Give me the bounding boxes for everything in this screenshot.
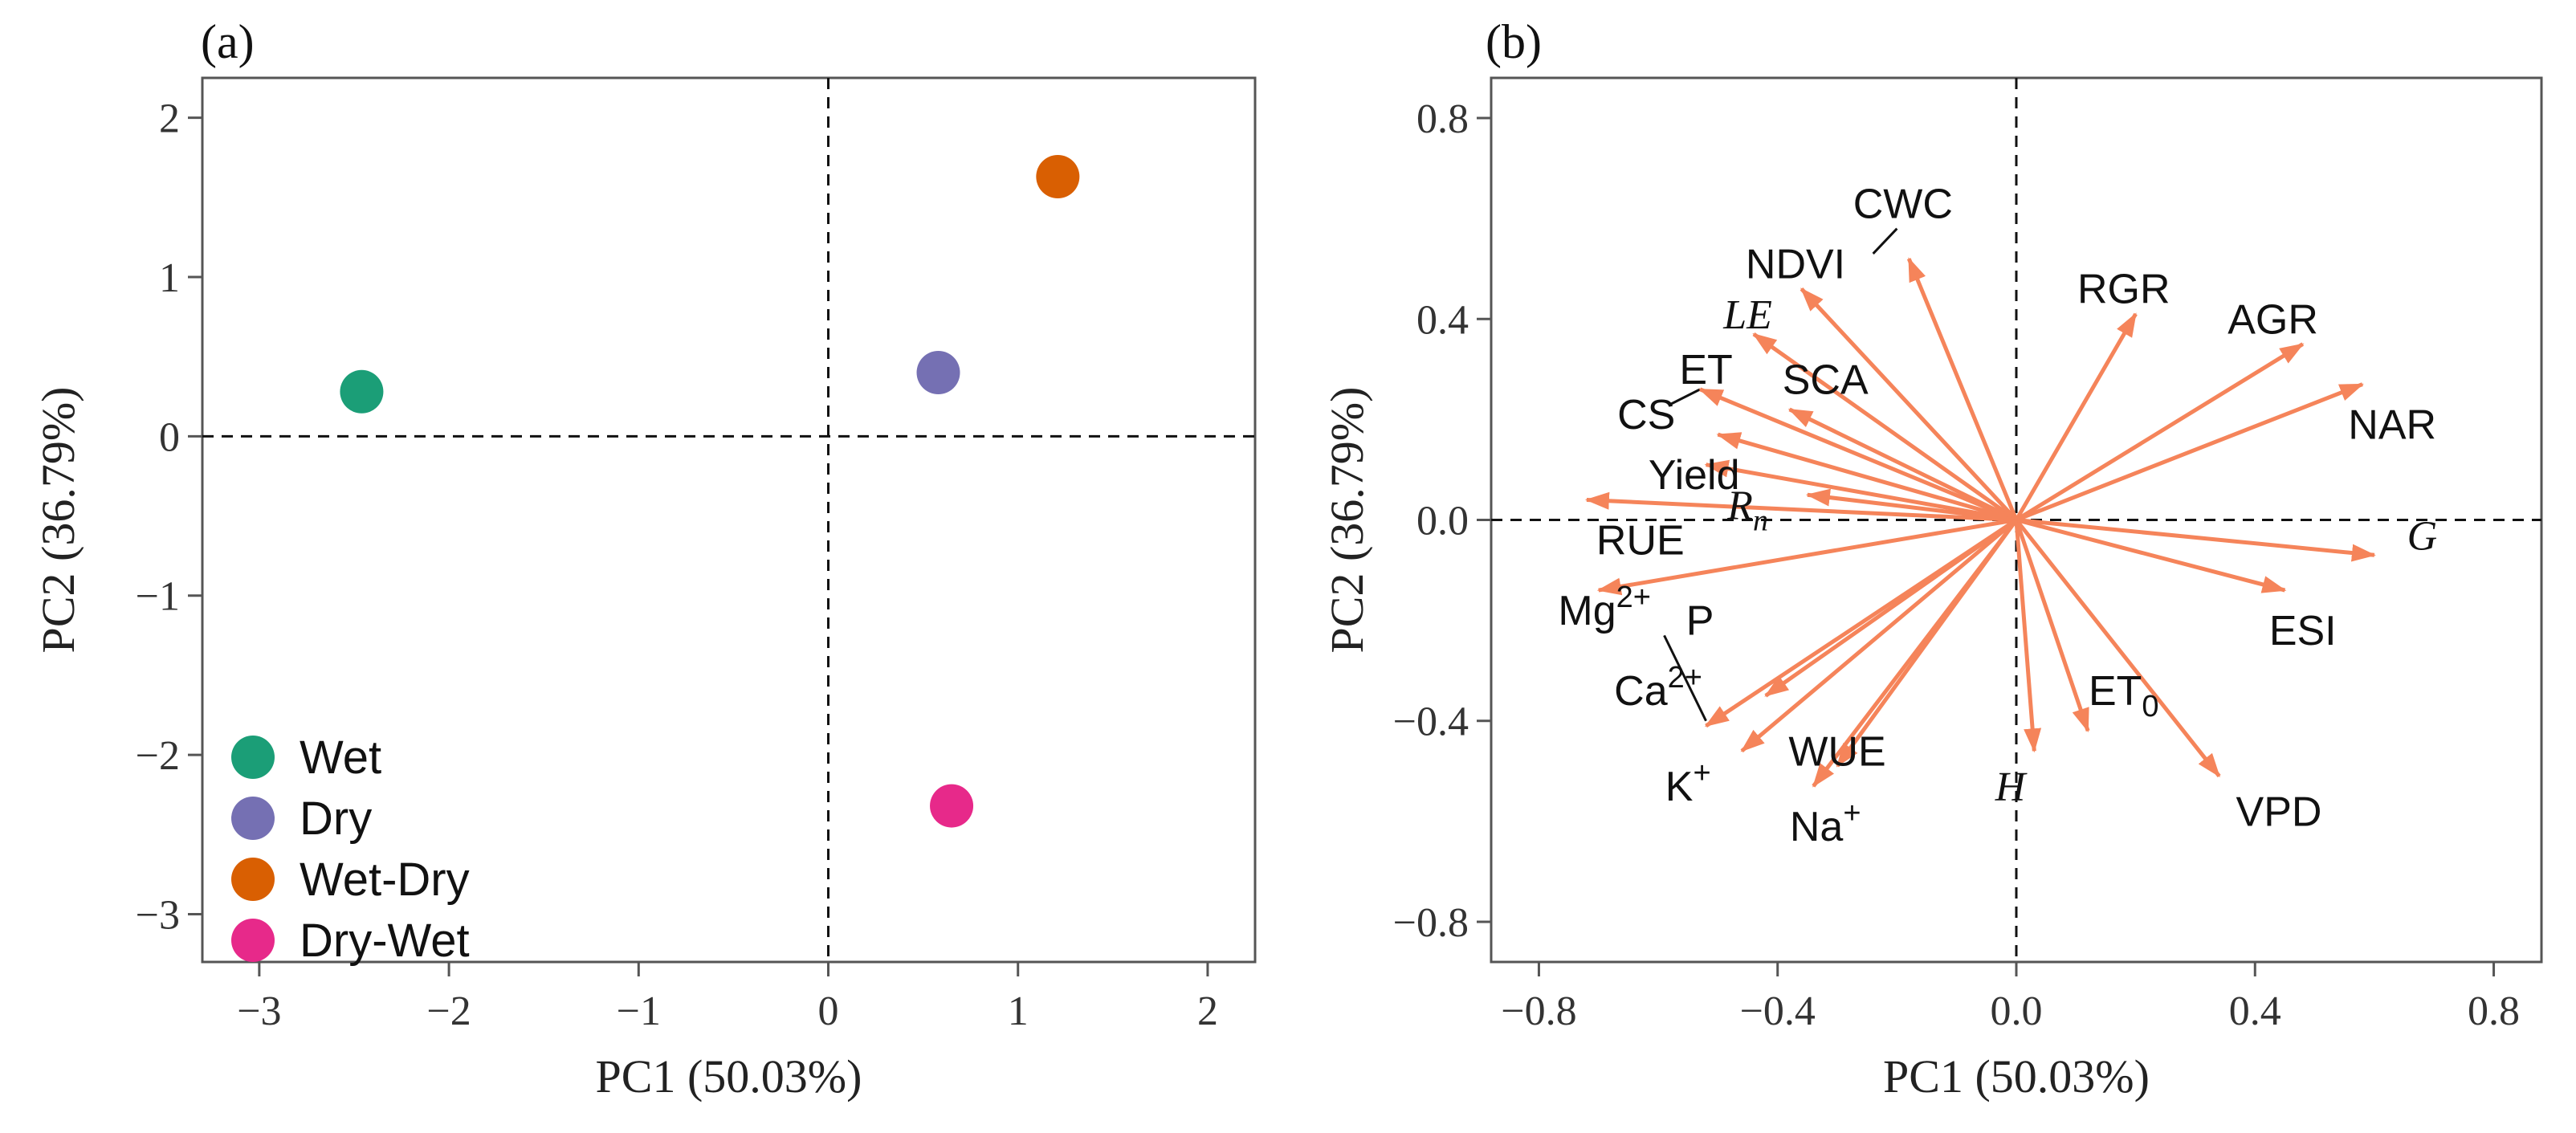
point-dry xyxy=(916,351,960,394)
arrow-et0 xyxy=(2014,519,2090,733)
panel-a-scores-plot: (a) −3 −2 −1 0 1 2 −3 −2 −1 0 1 2 Wet Dry Wet-Dry Dry-… xyxy=(32,15,1257,1102)
label-le: LE xyxy=(1722,292,1772,338)
y-tick-label: 0.8 xyxy=(1416,96,1469,142)
x-tick-label: 2 xyxy=(1197,988,1218,1034)
legend-swatch-wet xyxy=(231,736,275,779)
label-cs: CS xyxy=(1617,392,1675,438)
arrow-mg2 xyxy=(1596,518,2017,596)
arrow-esi xyxy=(2016,518,2287,593)
panel-b-arrows xyxy=(1584,257,2376,788)
y-tick-label: 2 xyxy=(159,96,180,142)
x-tick-label: −0.4 xyxy=(1740,988,1816,1034)
label-agr: AGR xyxy=(2228,296,2318,343)
x-tick-label: 0.8 xyxy=(2468,988,2520,1034)
leader-line-cwc xyxy=(1872,227,1898,255)
legend-label-dry-wet: Dry-Wet xyxy=(300,915,470,967)
arrow-rue xyxy=(1584,491,2017,522)
arrow-rn xyxy=(1805,488,2017,522)
panel-b-label: (b) xyxy=(1486,15,1542,68)
label-na: Na+ xyxy=(1790,797,1861,850)
leader-line-cs xyxy=(1669,388,1701,406)
arrow-nar xyxy=(2016,382,2364,522)
arrow-rgr xyxy=(2014,312,2138,521)
x-tick-label: −2 xyxy=(426,988,471,1034)
legend-label-dry: Dry xyxy=(300,793,372,845)
legend-swatch-dry-wet xyxy=(231,919,275,962)
label-g: G xyxy=(2407,513,2438,559)
label-rn: Rn xyxy=(1726,483,1768,538)
x-tick-label: −0.8 xyxy=(1501,988,1576,1034)
point-wet-dry xyxy=(1036,154,1080,198)
legend-swatch-wet-dry xyxy=(231,858,275,901)
x-tick-label: 0 xyxy=(818,988,839,1034)
panel-a-frame xyxy=(201,76,1257,964)
point-wet xyxy=(340,369,384,414)
arrow-agr xyxy=(2015,342,2305,522)
panel-a-legend: Wet Dry Wet-Dry Dry-Wet xyxy=(231,732,470,967)
y-tick-label: 0.4 xyxy=(1416,297,1469,343)
panel-a-points xyxy=(340,154,1080,828)
y-tick-label: 0.0 xyxy=(1416,499,1469,544)
y-tick-label: 0 xyxy=(159,414,180,460)
panel-a-ticks: −3 −2 −1 0 1 2 −3 −2 −1 0 1 2 xyxy=(136,96,1218,1034)
y-tick-label: −1 xyxy=(136,574,180,620)
label-wue: WUE xyxy=(1788,728,1885,775)
label-ndvi: NDVI xyxy=(1746,241,1845,287)
arrow-ndvi xyxy=(1800,287,2018,522)
label-et: ET xyxy=(1679,347,1732,393)
panel-b-y-axis-title: PC2 (36.79%) xyxy=(1321,387,1373,654)
y-tick-label: −0.4 xyxy=(1393,699,1469,745)
point-dry-wet xyxy=(930,784,974,828)
label-esi: ESI xyxy=(2269,608,2337,654)
label-h: H xyxy=(1995,764,2028,810)
arrow-na xyxy=(1812,518,2018,788)
leader-line-ca2 xyxy=(1663,634,1707,722)
label-nar: NAR xyxy=(2348,402,2436,449)
label-vpd: VPD xyxy=(2236,789,2322,835)
arrow-cwc xyxy=(1906,257,2019,521)
label-cwc: CWC xyxy=(1853,181,1953,227)
x-tick-label: −3 xyxy=(237,988,281,1034)
label-mg2: Mg2+ xyxy=(1558,581,1651,634)
label-k: K+ xyxy=(1665,756,1711,810)
arrow-k xyxy=(1740,518,2018,753)
panel-a-label: (a) xyxy=(201,15,255,68)
label-rgr: RGR xyxy=(2077,267,2170,313)
label-rue: RUE xyxy=(1596,518,1685,564)
arrow-cs xyxy=(1716,432,2017,522)
legend-label-wet-dry: Wet-Dry xyxy=(300,854,470,906)
arrow-le xyxy=(1752,332,2018,522)
panel-b-x-axis-title: PC1 (50.03%) xyxy=(1883,1050,2150,1102)
x-tick-label: 1 xyxy=(1008,988,1029,1034)
panel-a-x-axis-title: PC1 (50.03%) xyxy=(596,1050,862,1102)
arrow-yield xyxy=(1704,459,2017,522)
label-p: P xyxy=(1686,598,1714,645)
arrow-h xyxy=(2014,520,2042,753)
y-tick-label: 1 xyxy=(159,255,180,301)
y-tick-label: −2 xyxy=(136,733,180,779)
panel-b-loadings-plot: (b) −0.8 −0.4 0.0 0.4 0.8 −0.8 −0.4 0.0 0.4 0.8 C… xyxy=(1321,15,2543,1102)
label-ca2: Ca2+ xyxy=(1614,661,1702,715)
arrow-ca2 xyxy=(1704,518,2018,728)
label-yield: Yield xyxy=(1649,452,1740,499)
arrow-sca xyxy=(1787,407,2018,522)
legend-swatch-dry xyxy=(231,797,275,840)
arrow-g xyxy=(2016,518,2376,562)
label-et0: ET0 xyxy=(2089,668,2159,723)
x-tick-label: 0.0 xyxy=(1991,988,2043,1034)
x-tick-label: 0.4 xyxy=(2229,988,2281,1034)
panel-b-ticks: −0.8 −0.4 0.0 0.4 0.8 −0.8 −0.4 0.0 0.4 0.8 xyxy=(1393,96,2520,1034)
y-tick-label: −0.8 xyxy=(1393,900,1469,946)
arrow-vpd xyxy=(2015,518,2221,778)
panel-b-leader-lines xyxy=(1663,227,1898,722)
y-tick-label: −3 xyxy=(136,892,180,938)
arrow-et xyxy=(1698,387,2017,522)
label-sca: SCA xyxy=(1783,357,1869,403)
panel-a-y-axis-title: PC2 (36.79%) xyxy=(32,387,84,654)
panel-a-reference-lines xyxy=(202,78,1255,962)
legend-label-wet: Wet xyxy=(300,732,381,784)
x-tick-label: −1 xyxy=(617,988,661,1034)
